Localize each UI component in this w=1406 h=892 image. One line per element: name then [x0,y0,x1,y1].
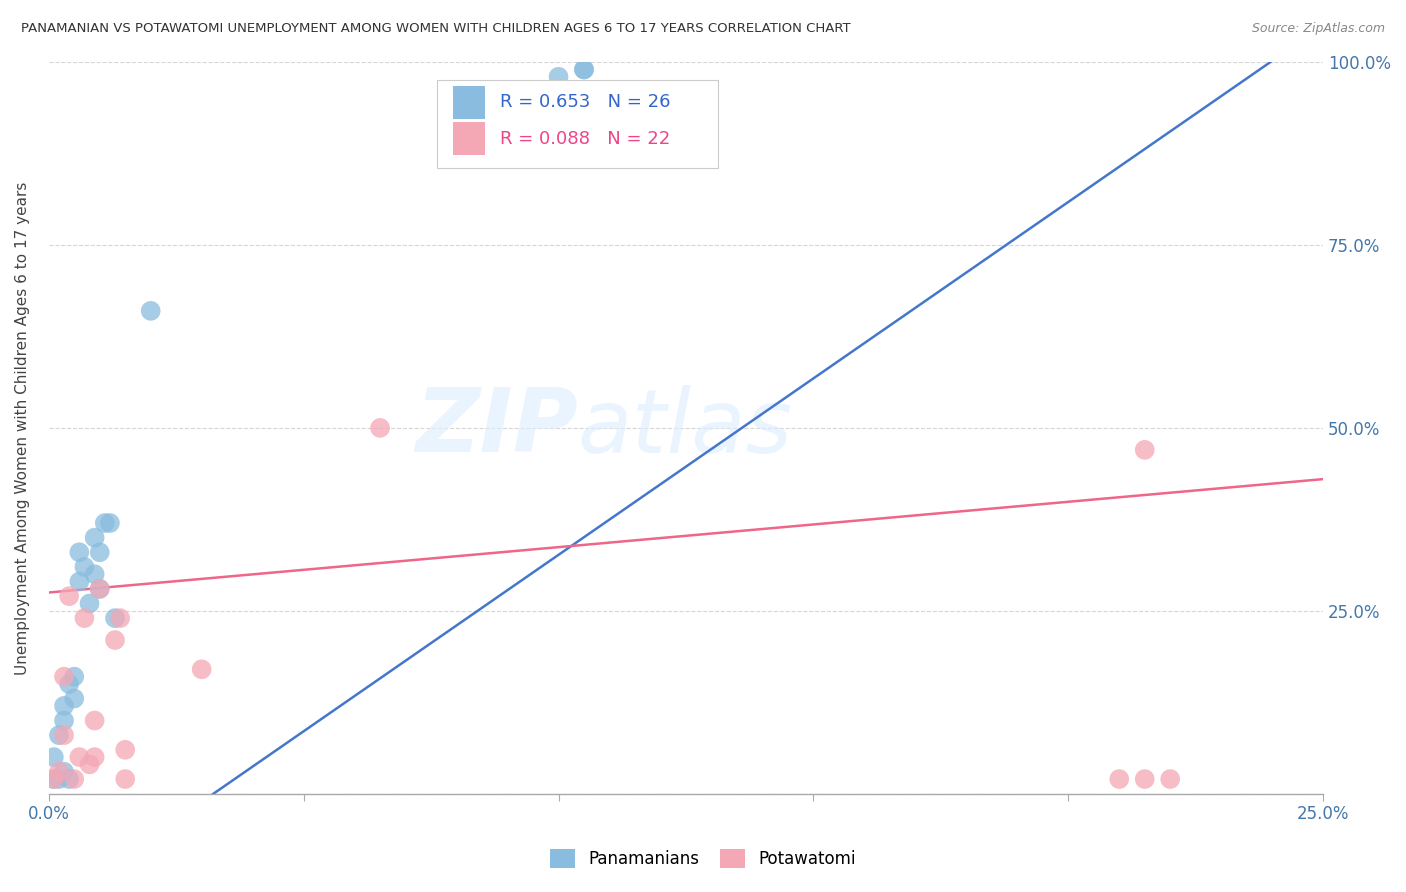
Point [67,545,90,559]
Point [89,582,111,596]
Point [83,531,105,545]
Y-axis label: Unemployment Among Women with Children Ages 6 to 17 years: Unemployment Among Women with Children A… [15,181,30,674]
Point [108,611,131,625]
Point [67,574,90,589]
Point [58,589,80,603]
Point [1108,772,1130,786]
Point [48,772,70,786]
Point [73,611,96,625]
Point [104,633,127,648]
Point [53,764,76,779]
Point [63,691,86,706]
Point [83,567,105,582]
Point [48,728,70,742]
FancyBboxPatch shape [437,80,718,169]
Point [1159,772,1181,786]
Point [139,303,162,318]
Point [1133,772,1156,786]
Point [42,772,65,786]
Point [63,670,86,684]
Point [53,714,76,728]
Text: R = 0.653   N = 26: R = 0.653 N = 26 [501,94,671,112]
Text: R = 0.088   N = 22: R = 0.088 N = 22 [501,130,671,148]
Point [42,772,65,786]
Point [190,662,212,676]
Point [53,728,76,742]
Point [89,545,111,559]
FancyBboxPatch shape [453,122,485,155]
Point [58,772,80,786]
Point [83,714,105,728]
Point [114,743,136,757]
Point [79,757,101,772]
Text: atlas: atlas [578,385,793,471]
Text: PANAMANIAN VS POTAWATOMI UNEMPLOYMENT AMONG WOMEN WITH CHILDREN AGES 6 TO 17 YEA: PANAMANIAN VS POTAWATOMI UNEMPLOYMENT AM… [21,22,851,36]
Legend: Panamanians, Potawatomi: Panamanians, Potawatomi [544,843,862,875]
Point [79,597,101,611]
Point [114,772,136,786]
FancyBboxPatch shape [453,86,485,119]
Point [572,62,595,77]
Point [368,421,391,435]
Point [58,677,80,691]
Point [53,698,76,713]
Point [94,516,117,530]
Point [53,670,76,684]
Point [572,62,595,77]
Point [89,582,111,596]
Point [83,750,105,764]
Text: Source: ZipAtlas.com: Source: ZipAtlas.com [1251,22,1385,36]
Point [73,560,96,574]
Text: ZIP: ZIP [415,384,578,471]
Point [547,70,569,84]
Point [98,516,121,530]
Point [63,772,86,786]
Point [1133,442,1156,457]
Point [42,750,65,764]
Point [48,764,70,779]
Point [104,611,127,625]
Point [67,750,90,764]
